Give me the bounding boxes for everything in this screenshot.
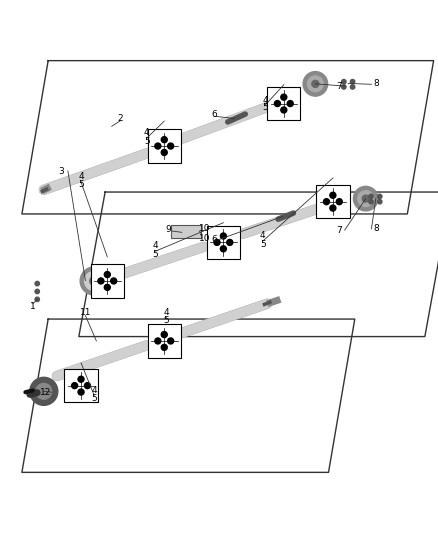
Circle shape [287, 101, 293, 107]
Circle shape [275, 101, 280, 107]
Text: 4: 4 [78, 172, 84, 181]
Circle shape [85, 271, 104, 290]
Bar [171, 225, 201, 238]
Circle shape [324, 199, 329, 205]
Text: 5: 5 [260, 240, 266, 249]
Text: 8: 8 [374, 79, 380, 88]
Circle shape [80, 267, 108, 295]
Text: 3: 3 [58, 166, 64, 175]
Text: 9: 9 [166, 225, 172, 234]
Circle shape [36, 383, 52, 399]
Circle shape [111, 278, 117, 284]
Circle shape [35, 297, 39, 302]
Bar [207, 226, 240, 259]
Circle shape [358, 191, 374, 206]
Circle shape [72, 383, 78, 389]
Circle shape [350, 85, 355, 89]
Circle shape [330, 192, 336, 198]
Circle shape [85, 383, 90, 389]
Circle shape [369, 194, 373, 199]
Circle shape [369, 199, 373, 204]
Circle shape [353, 187, 378, 211]
Circle shape [378, 199, 382, 204]
Text: 10: 10 [199, 233, 211, 243]
Text: 4: 4 [164, 308, 169, 317]
Circle shape [220, 233, 226, 239]
Bar [267, 87, 300, 120]
Circle shape [342, 85, 346, 89]
Circle shape [312, 80, 319, 87]
Circle shape [78, 389, 84, 395]
Circle shape [161, 149, 167, 156]
Circle shape [30, 377, 58, 405]
Circle shape [281, 107, 287, 113]
Text: 4: 4 [262, 95, 268, 104]
Text: 5: 5 [144, 137, 150, 146]
Bar [91, 264, 124, 297]
Circle shape [90, 277, 99, 285]
Circle shape [281, 94, 287, 100]
Text: 2: 2 [118, 114, 123, 123]
Circle shape [98, 278, 104, 284]
Text: 7: 7 [336, 225, 343, 235]
Text: 5: 5 [78, 180, 84, 189]
Circle shape [161, 332, 167, 337]
Text: 4: 4 [92, 385, 97, 394]
Circle shape [227, 239, 233, 245]
Text: 5: 5 [91, 394, 97, 403]
Circle shape [35, 289, 39, 294]
Bar [316, 185, 350, 219]
Circle shape [168, 338, 173, 344]
Text: 11: 11 [80, 308, 91, 317]
Text: 5: 5 [152, 250, 159, 259]
Circle shape [168, 143, 173, 149]
Circle shape [307, 76, 323, 92]
Text: 4: 4 [260, 231, 265, 240]
Circle shape [155, 338, 161, 344]
Text: 4: 4 [153, 241, 158, 251]
Circle shape [336, 199, 342, 205]
Circle shape [155, 143, 161, 149]
Text: 6: 6 [212, 110, 218, 118]
Circle shape [303, 71, 328, 96]
Circle shape [342, 79, 346, 84]
Circle shape [378, 194, 382, 199]
Circle shape [161, 136, 167, 143]
Circle shape [104, 285, 110, 290]
Text: 1: 1 [30, 302, 36, 311]
Circle shape [330, 205, 336, 211]
Bar [148, 324, 181, 358]
Text: 5: 5 [262, 103, 268, 112]
Circle shape [362, 195, 369, 202]
Bar [64, 369, 98, 402]
Circle shape [35, 281, 39, 286]
Text: 7: 7 [336, 82, 343, 91]
Text: 4: 4 [144, 128, 149, 138]
Circle shape [78, 376, 84, 382]
Bar [148, 130, 181, 163]
Text: 10: 10 [199, 224, 211, 233]
Circle shape [220, 246, 226, 252]
Circle shape [104, 271, 110, 278]
Text: 12: 12 [40, 387, 52, 397]
Circle shape [214, 239, 220, 245]
Text: 6: 6 [212, 235, 218, 244]
Circle shape [161, 344, 167, 350]
Circle shape [350, 79, 355, 84]
Text: 5: 5 [163, 316, 170, 325]
Text: 8: 8 [374, 224, 380, 233]
